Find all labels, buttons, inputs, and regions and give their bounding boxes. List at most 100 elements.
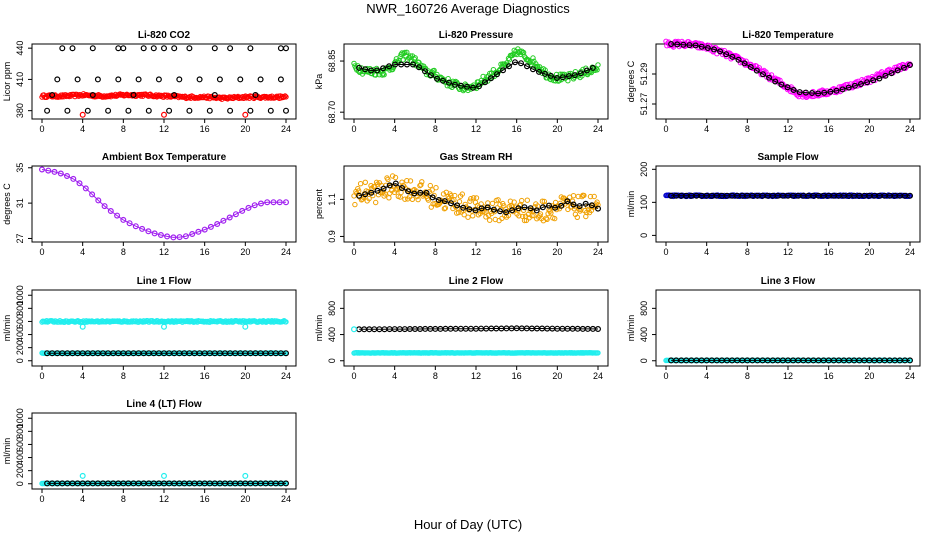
data-point [583, 67, 590, 74]
data-point [282, 93, 288, 99]
data-point [519, 197, 525, 204]
x-tick-label: 16 [200, 371, 210, 381]
data-point [484, 204, 491, 211]
chart-line4: Line 4 (LT) Flow ml/min 0 4 8 12 16 20 24 0 200400… [2, 399, 297, 504]
series-pressure [351, 46, 601, 94]
data-point [171, 45, 178, 52]
data-point [594, 199, 600, 205]
chart-rh: Gas Stream RH percent 0 4 8 12 16 20 24 0.9 1.1 [314, 152, 609, 257]
data-point [574, 214, 580, 221]
data-point [189, 231, 196, 238]
data-point [392, 61, 399, 68]
x-tick-label: 8 [745, 371, 750, 381]
data-point [680, 41, 687, 48]
x-tick-label: 20 [240, 371, 250, 381]
data-point [251, 202, 258, 209]
data-point [735, 56, 742, 63]
data-point [54, 76, 61, 83]
data-point [729, 53, 736, 60]
x-tick-label: 20 [864, 124, 874, 134]
data-point [442, 205, 449, 211]
y-axis-label: ml/min [314, 315, 324, 342]
x-tick-label: 24 [281, 124, 291, 134]
x-tick-label: 20 [864, 247, 874, 257]
data-point [460, 204, 467, 211]
data-point [89, 91, 96, 98]
data-point [833, 87, 840, 94]
data-point [417, 189, 424, 196]
data-point [906, 61, 913, 68]
data-point [500, 67, 507, 74]
x-tick-label: 4 [392, 247, 397, 257]
y-axis-label: ml/min [2, 315, 12, 342]
data-point [196, 95, 203, 101]
data-point [544, 216, 550, 223]
data-point [357, 181, 364, 187]
data-point [140, 45, 147, 52]
series-line2-avg [356, 325, 601, 333]
data-point [569, 198, 576, 204]
series-rh [351, 173, 601, 224]
data-point [89, 45, 96, 52]
data-point [242, 111, 249, 118]
y-axis-label: percent [314, 188, 324, 219]
data-point [151, 230, 158, 237]
data-point [247, 45, 254, 52]
data-point [381, 72, 387, 78]
data-point [535, 68, 542, 75]
chart-title: Line 4 (LT) Flow [126, 399, 202, 410]
y-tick-label: 51.27 [639, 93, 649, 116]
data-point [545, 202, 552, 209]
x-tick-label: 0 [39, 494, 44, 504]
y-tick-label: 0 [639, 358, 649, 363]
y-axis-label: degrees C [626, 60, 636, 102]
x-tick-label: 0 [663, 371, 668, 381]
x-tick-label: 24 [593, 124, 603, 134]
x-tick-label: 24 [905, 124, 915, 134]
data-point [362, 191, 369, 198]
data-point [161, 45, 168, 52]
data-point [171, 91, 178, 98]
data-point [405, 188, 412, 195]
data-point [89, 191, 96, 198]
series-line4-spikes [79, 472, 249, 479]
chart-title: Sample Flow [757, 152, 818, 163]
data-point [386, 195, 392, 201]
data-point [166, 107, 173, 114]
chart-title: Line 1 Flow [137, 276, 192, 287]
data-point [766, 74, 773, 81]
data-point [139, 225, 146, 232]
series-cal-410 [54, 76, 284, 83]
data-point [506, 63, 513, 70]
chart-line1: Line 1 Flow ml/min 0 4 8 12 16 20 24 0 20040060080… [2, 276, 297, 381]
chart-title: Line 3 Flow [761, 276, 816, 287]
data-point [150, 45, 157, 52]
plot-frame [31, 43, 297, 120]
y-tick-label: 51.29 [639, 63, 649, 86]
x-tick-label: 0 [663, 247, 668, 257]
x-tick-label: 0 [39, 371, 44, 381]
data-point [478, 205, 485, 212]
data-point [433, 185, 439, 191]
data-point [906, 357, 913, 364]
data-point [415, 196, 421, 203]
data-point [570, 193, 577, 199]
x-tick-label: 12 [471, 124, 481, 134]
x-tick-label: 12 [783, 247, 793, 257]
data-point [529, 213, 535, 219]
data-point [380, 65, 387, 72]
data-point [281, 94, 287, 100]
data-point [595, 202, 601, 208]
data-point [267, 107, 274, 114]
data-point [351, 60, 357, 67]
x-tick-label: 20 [552, 371, 562, 381]
series-line [41, 169, 286, 238]
x-tick-label: 20 [240, 494, 250, 504]
y-tick-label: 440 [15, 41, 25, 56]
data-point [571, 72, 578, 79]
data-point [389, 173, 396, 179]
chart-title: Li-820 Temperature [742, 30, 834, 41]
data-point [452, 81, 459, 88]
data-point [84, 107, 91, 114]
data-point [242, 472, 249, 479]
